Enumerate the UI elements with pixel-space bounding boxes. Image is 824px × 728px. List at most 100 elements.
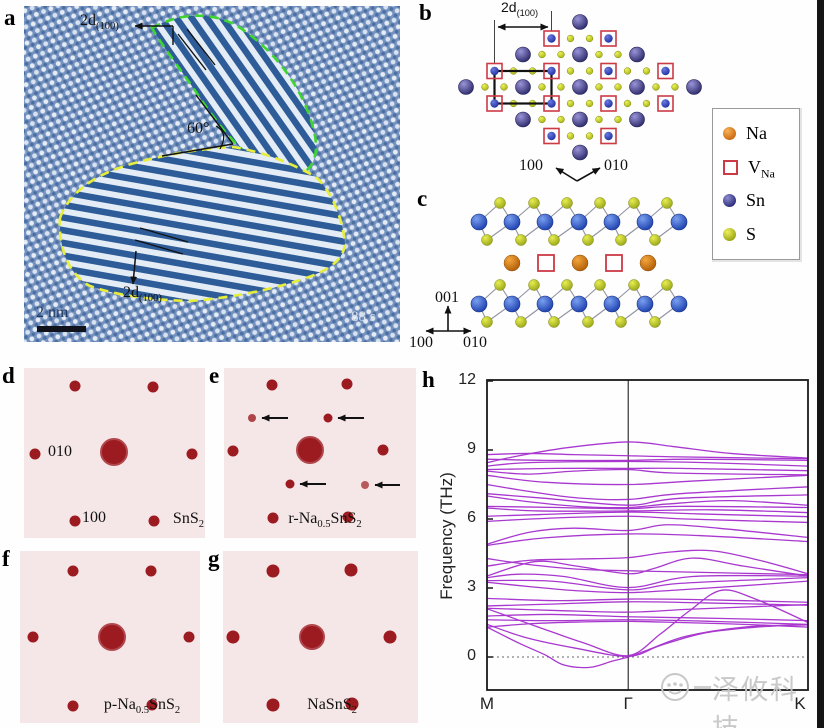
phonon-band — [487, 452, 808, 460]
panel-label-h: h — [422, 367, 435, 392]
na-atom — [639, 254, 657, 272]
na-vacancy-site — [600, 127, 617, 145]
phonon-band — [487, 623, 808, 657]
timestamp-label: 88 s — [351, 309, 376, 325]
legend-label: VNa — [748, 156, 775, 181]
na-vacancy-site — [605, 254, 623, 272]
vacancy-inner-atom — [547, 131, 556, 141]
v-legend-icon — [723, 159, 738, 175]
s-atom — [528, 279, 540, 291]
s-atom — [628, 279, 640, 291]
s-atom — [494, 279, 506, 291]
annotation-line — [134, 239, 184, 255]
y-tick-label: 3 — [467, 578, 476, 595]
s-atom — [595, 115, 603, 124]
vacancy-inner-atom — [547, 99, 556, 108]
sn-atom — [515, 79, 531, 95]
s-atom — [649, 234, 661, 246]
sn-atom — [572, 144, 588, 161]
sn-atom — [629, 111, 645, 128]
s-atom — [561, 197, 573, 209]
na-vacancy-site — [543, 62, 560, 80]
diffraction-spot — [183, 631, 195, 643]
phonon-band — [487, 557, 808, 576]
unit-cell-outline — [493, 69, 553, 105]
vacancy-inner-atom — [661, 66, 670, 76]
phonon-band — [487, 524, 808, 545]
diffraction-spot — [227, 445, 239, 457]
x-tick-label-K: K — [794, 694, 806, 713]
na-atom — [503, 254, 521, 272]
sn-atom — [686, 79, 702, 95]
annotation-line — [177, 33, 207, 71]
s-atom — [595, 83, 603, 91]
diffraction-spot — [266, 698, 280, 712]
diffraction-spot — [267, 512, 279, 524]
s-legend-icon — [723, 227, 736, 241]
central-beam-spot — [100, 438, 128, 466]
s-atom — [528, 197, 540, 209]
annotation-line — [139, 227, 189, 243]
watermark-text: 泽攸科技 — [712, 675, 799, 728]
vacancy-inner-atom — [604, 131, 613, 141]
s-atom — [481, 234, 493, 246]
sn-atom — [503, 295, 521, 313]
annotation-line — [186, 28, 216, 66]
legend-item: S — [723, 224, 789, 245]
formula-nasns2: NaSnS2 — [307, 696, 357, 717]
phonon-band — [487, 613, 808, 622]
sn-atom — [470, 295, 488, 313]
na-vacancy-site — [543, 30, 560, 47]
phonon-band — [487, 601, 808, 607]
legend-item: Sn — [723, 190, 789, 211]
sn-atom — [603, 213, 621, 231]
s-atom — [566, 34, 575, 43]
s-atom — [515, 316, 527, 328]
sn-legend-icon — [723, 194, 736, 208]
axis-100-label-b: 100 — [519, 157, 543, 174]
diffraction-spot — [147, 381, 159, 393]
phonon-band — [487, 603, 808, 613]
sn-atom — [670, 295, 688, 313]
miller-010-label: 010 — [48, 443, 72, 460]
legend-item: Na — [723, 123, 789, 144]
axis-001-label-c: 001 — [435, 289, 459, 306]
sn-atom — [636, 213, 654, 231]
vacancy-inner-atom — [547, 34, 556, 43]
sn-atom — [515, 46, 531, 63]
sn-atom — [570, 295, 588, 313]
phonon-band — [487, 620, 808, 628]
phonon-band — [487, 511, 808, 518]
sn-atom — [572, 14, 588, 30]
phonon-band — [487, 557, 808, 577]
phonon-band — [487, 505, 808, 510]
annotation-2d100-bottom: 2d(100) — [123, 284, 162, 305]
x-tick-label-Γ: Γ — [623, 694, 633, 713]
watermark-circle — [661, 673, 689, 701]
phonon-band — [487, 458, 808, 462]
diffraction-spot — [266, 379, 278, 391]
phonon-band — [487, 624, 808, 669]
s-atom — [585, 99, 594, 108]
s-atom — [614, 83, 622, 91]
na-vacancy-site — [543, 95, 560, 112]
axis-010-label-c: 010 — [463, 334, 487, 351]
dimension-2d100-label: 2d(100) — [501, 0, 539, 18]
formula-r-na05sns2: r-Na0.5SnS2 — [288, 510, 362, 531]
superlattice-spot — [361, 481, 369, 489]
na-vacancy-site — [600, 62, 617, 80]
superlattice-spot — [248, 414, 256, 422]
phonon-band — [487, 573, 808, 589]
diffraction-spot — [27, 631, 39, 643]
y-tick-label: 0 — [467, 647, 476, 664]
s-atom — [515, 234, 527, 246]
s-atom — [614, 115, 622, 124]
axis-010-label-b: 010 — [604, 157, 628, 174]
s-atom — [566, 67, 575, 75]
phonon-band — [487, 474, 808, 486]
sn-atom — [503, 213, 521, 231]
s-atom — [585, 34, 594, 43]
phonon-band — [487, 493, 808, 506]
na-atom — [571, 254, 589, 272]
sn-atom — [536, 213, 554, 231]
